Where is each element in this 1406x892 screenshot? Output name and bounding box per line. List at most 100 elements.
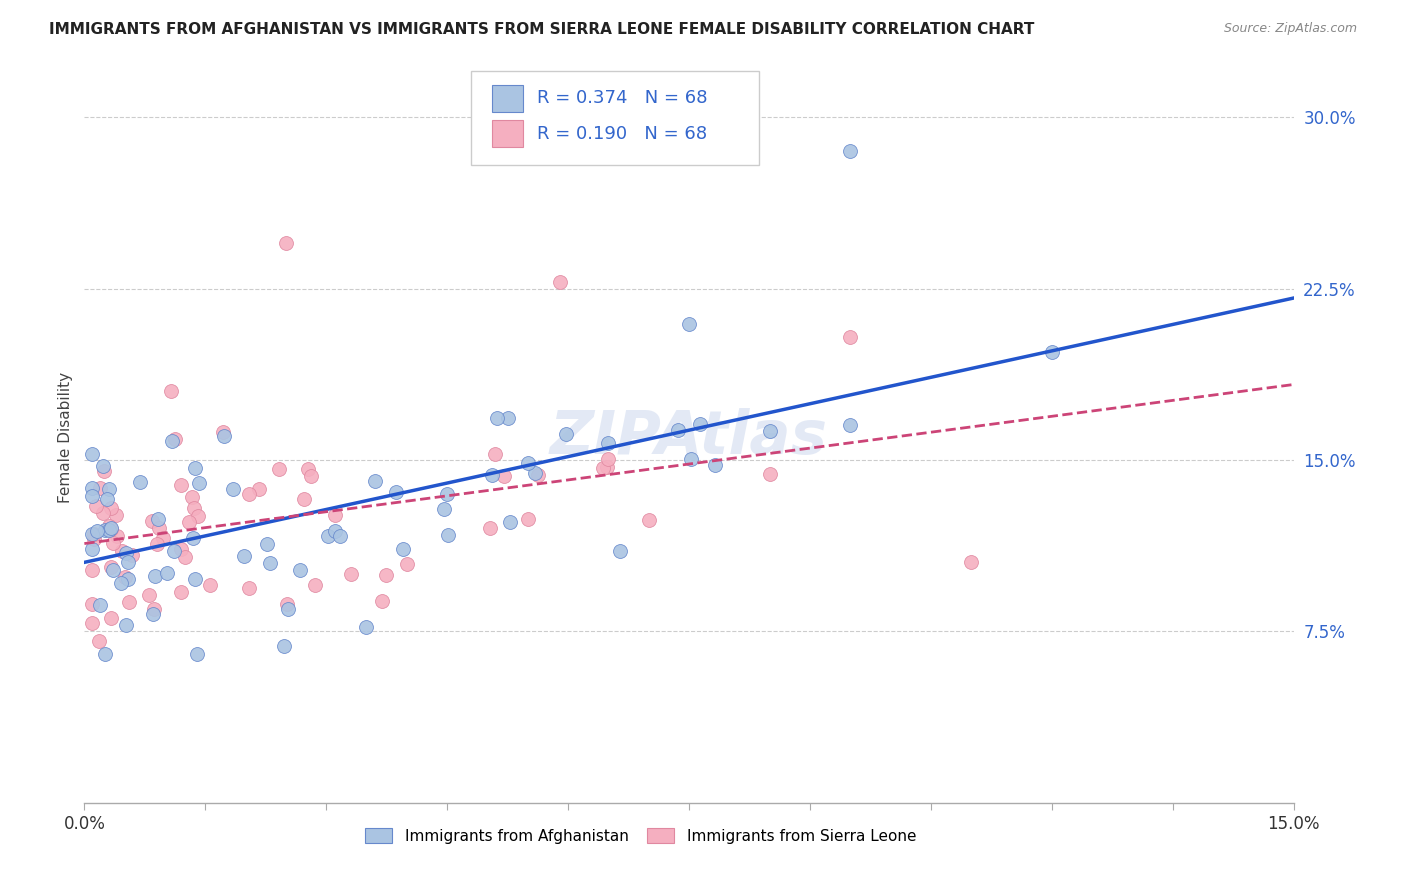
Point	[89, 598, 111, 612]
Point	[142, 607, 165, 621]
Point	[212, 425, 235, 439]
Point	[689, 417, 711, 431]
Point	[316, 529, 339, 543]
Point	[82, 597, 104, 611]
Point	[187, 508, 209, 523]
Text: Source: ZipAtlas.com: Source: ZipAtlas.com	[1223, 22, 1357, 36]
Point	[177, 515, 200, 529]
Text: R = 0.374   N = 68: R = 0.374 N = 68	[537, 89, 707, 107]
Point	[159, 384, 181, 398]
Point	[115, 617, 138, 632]
Point	[89, 481, 111, 495]
Point	[100, 521, 122, 535]
Point	[148, 521, 170, 535]
Point	[115, 546, 138, 560]
Point	[371, 594, 394, 608]
Point	[165, 432, 187, 446]
Point	[678, 317, 700, 331]
Point	[499, 516, 522, 530]
Point	[329, 529, 352, 543]
Point	[527, 468, 550, 483]
Point	[143, 569, 166, 583]
Point	[681, 452, 703, 467]
Point	[375, 568, 398, 582]
Point	[94, 647, 117, 661]
Point	[666, 423, 689, 437]
Point	[592, 460, 614, 475]
Point	[839, 418, 862, 433]
Point	[385, 485, 408, 500]
Point	[152, 531, 174, 545]
Point	[91, 458, 114, 473]
Point	[232, 549, 254, 563]
Point	[118, 595, 141, 609]
Point	[340, 567, 363, 582]
Point	[290, 563, 312, 577]
Point	[297, 461, 319, 475]
Point	[259, 556, 281, 570]
Point	[516, 512, 538, 526]
Point	[609, 543, 631, 558]
Point	[170, 542, 193, 557]
Point	[103, 535, 125, 549]
Point	[114, 570, 136, 584]
Point	[183, 500, 205, 515]
Point	[269, 462, 291, 476]
Point	[437, 528, 460, 542]
Point	[299, 468, 322, 483]
Point	[276, 597, 298, 611]
Point	[100, 500, 122, 515]
Text: ZIPAtlas: ZIPAtlas	[550, 408, 828, 467]
Point	[181, 490, 204, 504]
Point	[481, 467, 503, 482]
Point	[94, 523, 117, 537]
Point	[110, 576, 132, 591]
Point	[839, 330, 862, 344]
Point	[273, 640, 295, 654]
Point	[82, 616, 104, 631]
Point	[277, 602, 299, 616]
Point	[523, 466, 546, 480]
Point	[96, 492, 118, 507]
Point	[138, 589, 160, 603]
Point	[433, 501, 456, 516]
Point	[184, 572, 207, 586]
Point	[596, 452, 619, 467]
Point	[146, 512, 169, 526]
Point	[184, 461, 207, 475]
Point	[392, 541, 415, 556]
Point	[82, 489, 104, 503]
Point	[516, 456, 538, 470]
Point	[637, 513, 659, 527]
Point	[598, 436, 620, 450]
Point	[100, 611, 122, 625]
Point	[156, 566, 179, 580]
Point	[97, 523, 120, 537]
Point	[82, 526, 104, 541]
Point	[186, 647, 208, 661]
Point	[758, 425, 780, 439]
Point	[238, 581, 260, 595]
Point	[839, 145, 862, 159]
Point	[486, 410, 509, 425]
Point	[83, 527, 105, 541]
Point	[703, 458, 725, 472]
Point	[100, 560, 122, 574]
Point	[294, 491, 316, 506]
Point	[548, 275, 571, 289]
Point	[163, 544, 186, 558]
Point	[596, 460, 619, 475]
Point	[83, 532, 105, 546]
Text: IMMIGRANTS FROM AFGHANISTAN VS IMMIGRANTS FROM SIERRA LEONE FEMALE DISABILITY CO: IMMIGRANTS FROM AFGHANISTAN VS IMMIGRANT…	[49, 22, 1035, 37]
Point	[146, 537, 169, 551]
Point	[356, 620, 378, 634]
Point	[105, 528, 128, 542]
Legend: Immigrants from Afghanistan, Immigrants from Sierra Leone: Immigrants from Afghanistan, Immigrants …	[359, 822, 922, 850]
Point	[93, 464, 115, 478]
Point	[247, 482, 270, 496]
Point	[222, 483, 245, 497]
Point	[170, 477, 193, 491]
Point	[395, 557, 418, 571]
Point	[142, 602, 165, 616]
Point	[479, 521, 502, 535]
